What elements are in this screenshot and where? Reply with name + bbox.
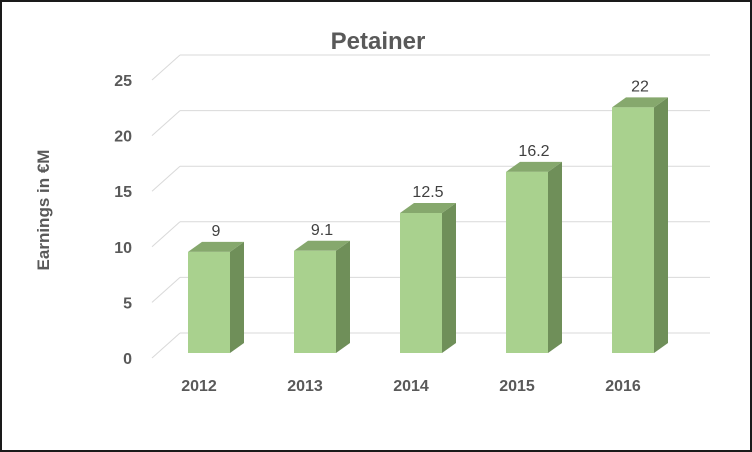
- gridline-slant: [151, 165, 181, 192]
- bar-top: [294, 240, 350, 251]
- gridline-slant: [151, 221, 181, 248]
- data-label: 16.2: [518, 143, 549, 160]
- bar-top: [400, 203, 456, 213]
- x-tick-label: 2012: [181, 378, 217, 395]
- y-tick-label: 5: [123, 295, 132, 312]
- bar-side: [548, 161, 562, 353]
- bar-side: [442, 203, 456, 353]
- x-tick-label: 2014: [393, 378, 429, 395]
- chart-title: Petainer: [330, 28, 426, 55]
- y-tick-label: 25: [114, 73, 132, 90]
- bar-top: [506, 161, 562, 172]
- bar-side: [230, 241, 244, 353]
- bar: [294, 250, 336, 353]
- y-tick-label: 20: [114, 129, 132, 146]
- gridline-slant: [151, 277, 181, 303]
- x-tick-label: 2015: [499, 378, 535, 395]
- y-tick-label: 0: [123, 351, 132, 368]
- y-tick-label: 10: [114, 240, 132, 257]
- y-tick-label: 15: [114, 184, 132, 201]
- bar: [400, 213, 442, 353]
- data-label: 9.1: [311, 222, 333, 239]
- bar: [188, 251, 230, 353]
- gridline-slant: [151, 332, 181, 359]
- bar-side: [336, 240, 350, 353]
- bar-top: [188, 241, 244, 252]
- data-label: 22: [631, 78, 649, 95]
- bar-top: [612, 97, 668, 108]
- bar: [612, 107, 654, 353]
- data-label: 12.5: [412, 184, 443, 201]
- gridline-slant: [151, 54, 181, 81]
- bar: [506, 171, 548, 353]
- gridline-slant: [151, 110, 181, 136]
- x-tick-label: 2016: [605, 378, 641, 395]
- data-label: 9: [212, 223, 221, 240]
- bar-side: [654, 97, 668, 353]
- x-tick-label: 2013: [287, 378, 323, 395]
